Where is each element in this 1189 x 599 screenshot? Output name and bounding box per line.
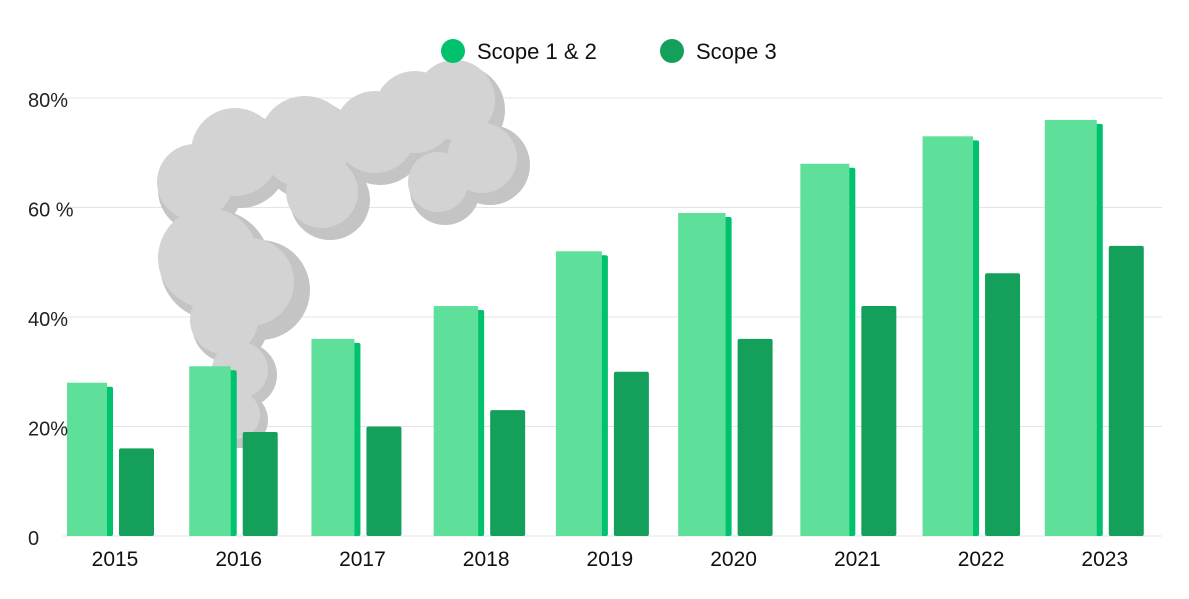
bar-scope3 <box>737 338 773 536</box>
bar-scope3 <box>613 371 649 536</box>
x-tick-label: 2023 <box>1081 548 1128 571</box>
bar-scope12 <box>922 136 974 536</box>
bar-scope3 <box>366 426 402 536</box>
bars-layer <box>67 119 1144 537</box>
x-tick-label: 2020 <box>710 548 757 571</box>
bar-scope3 <box>119 448 154 536</box>
x-tick-label: 2019 <box>587 548 634 571</box>
bar-scope12 <box>311 338 355 536</box>
y-tick-label: 20% <box>28 419 68 441</box>
x-tick-label: 2016 <box>215 548 262 571</box>
bar-scope12 <box>678 212 726 536</box>
x-tick-label: 2017 <box>339 548 386 571</box>
legend-marker <box>660 39 684 63</box>
legend-label: Scope 3 <box>696 39 777 64</box>
x-tick-label: 2015 <box>92 548 139 571</box>
legend-label: Scope 1 & 2 <box>477 39 597 64</box>
bar-scope3 <box>861 306 897 536</box>
bar-scope12 <box>1044 119 1097 537</box>
y-tick-label: 40% <box>28 309 68 331</box>
x-tick-label: 2021 <box>834 548 881 571</box>
x-tick-label: 2022 <box>958 548 1005 571</box>
bar-scope3 <box>985 273 1021 536</box>
y-tick-label: 0 <box>28 528 39 550</box>
bar-scope12 <box>189 366 231 536</box>
bar-scope12 <box>555 251 602 537</box>
bar-scope12 <box>433 306 479 536</box>
bar-scope3 <box>490 410 526 536</box>
legend-marker <box>441 39 465 63</box>
bar-scope3 <box>242 431 278 536</box>
smoke-cloud-illustration <box>157 60 530 448</box>
y-tick-label: 60 % <box>28 200 74 222</box>
bar-scope12 <box>800 163 850 536</box>
x-tick-label: 2018 <box>463 548 510 571</box>
legend: Scope 1 & 2 Scope 3 <box>441 39 777 64</box>
y-tick-label: 80% <box>28 90 68 112</box>
bar-scope12 <box>67 382 107 536</box>
bar-scope3 <box>1108 245 1144 536</box>
axis-layer: 0 20% 40% 60 % 80% 2015 2016 2017 2018 2019 2020 20… <box>28 90 1128 571</box>
